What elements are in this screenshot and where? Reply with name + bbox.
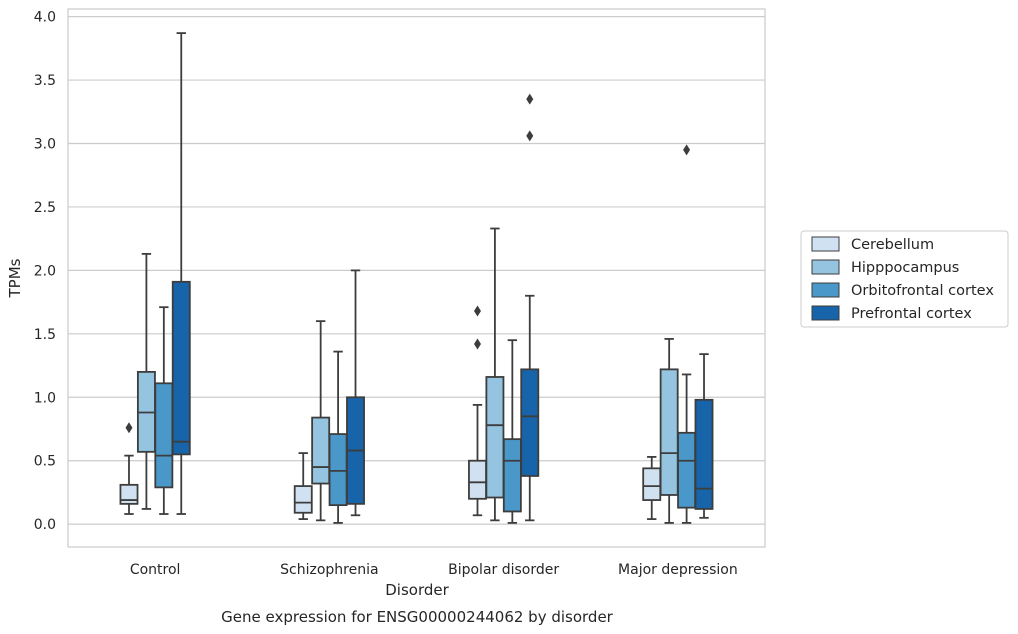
box-orbitofrontal-cortex [328, 350, 348, 524]
box-prefrontal-cortex [694, 353, 714, 519]
box-cerebellum [119, 422, 139, 515]
box-cerebellum [293, 452, 313, 520]
x-tick-label: Bipolar disorder [448, 562, 559, 578]
x-tick-label: Schizophrenia [280, 562, 378, 578]
legend-swatch [811, 236, 840, 252]
y-tick-label: 3.0 [34, 137, 56, 153]
x-axis-label: Disorder [385, 581, 449, 599]
y-tick-label: 1.5 [34, 327, 56, 343]
box-prefrontal-cortex [520, 93, 540, 522]
box-body [520, 368, 540, 477]
outlier-point [526, 130, 534, 142]
box-body [485, 376, 505, 499]
box-body [468, 459, 487, 500]
y-tick-label: 0.5 [34, 454, 56, 470]
box-prefrontal-cortex [346, 269, 365, 517]
legend-frame [800, 230, 1009, 328]
y-tick-label: 3.5 [34, 73, 56, 89]
box-body [502, 438, 522, 513]
box-hipppocampus [136, 252, 156, 510]
legend-label: Orbitofrontal cortex [851, 283, 994, 299]
box-hipppocampus [485, 227, 505, 522]
chart-caption: Gene expression for ENSG00000244062 by d… [221, 608, 614, 626]
box-body [677, 431, 697, 509]
x-tick-label: Major depression [618, 562, 738, 578]
box-hipppocampus [659, 338, 679, 524]
plot-frame [67, 8, 766, 548]
legend-swatch [811, 259, 840, 275]
box-body [311, 416, 331, 485]
box-cerebellum [468, 305, 487, 517]
box-body [694, 398, 714, 510]
box-body [119, 483, 139, 505]
box-orbitofrontal-cortex [154, 306, 174, 515]
y-axis: 0.0 0.5 1.0 1.5 2.0 2.5 3.0 3.5 4.0 [34, 10, 56, 534]
outlier-point [683, 144, 691, 156]
y-tick-label: 2.5 [34, 200, 56, 216]
box-prefrontal-cortex [171, 32, 191, 515]
box-body [171, 280, 191, 456]
y-tick-label: 1.0 [34, 390, 56, 406]
x-axis: Control Schizophrenia Bipolar disorder Majo… [130, 562, 738, 578]
legend: Cerebellum Hipppocampus Orbitofrontal cort… [800, 230, 1009, 328]
outlier-point [473, 305, 481, 317]
box-hipppocampus [311, 320, 331, 522]
y-tick-label: 4.0 [34, 10, 56, 26]
y-tick-label: 0.0 [34, 517, 56, 533]
outlier-point [473, 338, 481, 350]
legend-label: Prefrontal cortex [851, 306, 972, 322]
legend-swatch [811, 282, 840, 298]
box-body [642, 467, 662, 501]
y-tick-label: 2.0 [34, 263, 56, 279]
box-body [659, 368, 679, 496]
box-body [293, 485, 313, 514]
outlier-point [125, 422, 133, 434]
box-body [154, 382, 174, 489]
y-axis-label: TPMs [6, 258, 24, 298]
box-body [328, 433, 348, 507]
boxes [119, 32, 714, 524]
box-orbitofrontal-cortex [502, 339, 522, 524]
legend-label: Hipppocampus [851, 260, 959, 276]
outlier-point [526, 93, 534, 105]
legend-label: Cerebellum [851, 237, 934, 253]
box-cerebellum [642, 456, 662, 520]
x-tick-label: Control [130, 562, 181, 578]
legend-swatch [811, 305, 840, 321]
